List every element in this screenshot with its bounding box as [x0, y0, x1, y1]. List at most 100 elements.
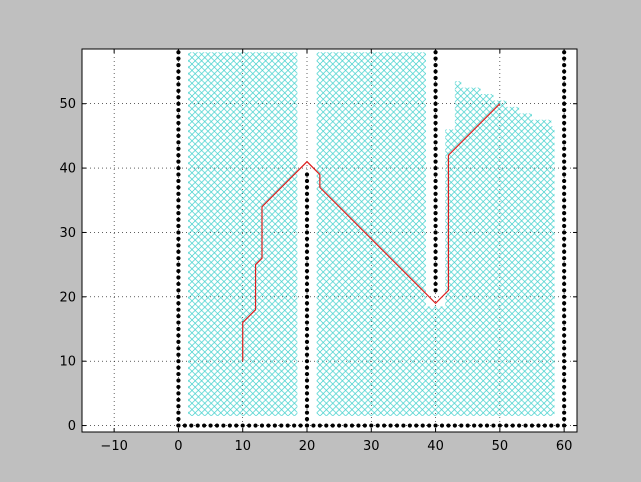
obstacle-point: [227, 423, 232, 428]
obstacle-point: [176, 140, 181, 145]
obstacle-point: [304, 307, 310, 312]
obstacle-points: [176, 50, 567, 428]
obstacle-point: [562, 204, 567, 209]
obstacle-point: [176, 133, 181, 138]
obstacle-point: [394, 423, 400, 428]
obstacle-point: [562, 159, 567, 164]
obstacle-point: [356, 423, 361, 428]
obstacle-point: [433, 178, 438, 184]
obstacle-point: [176, 88, 181, 93]
obstacle-point: [433, 204, 438, 209]
obstacle-point: [433, 191, 438, 196]
obstacle-point: [304, 204, 310, 209]
obstacle-point: [433, 146, 438, 151]
obstacle-point: [176, 249, 181, 254]
obstacle-point: [304, 423, 310, 428]
obstacle-point: [221, 423, 226, 428]
obstacle-point: [555, 423, 560, 428]
obstacle-point: [304, 404, 310, 409]
obstacle-point: [176, 165, 181, 171]
obstacle-point: [176, 146, 181, 151]
obstacle-point: [304, 230, 310, 235]
obstacle-point: [562, 146, 567, 151]
obstacle-point: [562, 384, 567, 390]
obstacle-point: [304, 352, 310, 357]
obstacle-point: [234, 423, 239, 428]
obstacle-point: [369, 423, 374, 428]
obstacle-point: [176, 294, 181, 299]
obstacle-point: [189, 423, 194, 428]
obstacle-point: [176, 108, 181, 113]
obstacle-point: [562, 140, 567, 145]
obstacle-point: [176, 288, 181, 293]
obstacle-point: [304, 243, 310, 248]
obstacle-point: [433, 127, 438, 132]
obstacle-point: [562, 417, 567, 422]
obstacle-point: [176, 120, 181, 126]
obstacle-point: [176, 301, 181, 306]
obstacle-point: [562, 153, 567, 158]
obstacle-point: [562, 230, 567, 235]
free-region: [316, 52, 426, 416]
obstacle-point: [176, 153, 181, 158]
obstacle-point: [259, 423, 265, 428]
obstacle-point: [176, 75, 181, 81]
obstacle-point: [562, 423, 567, 428]
path-line: [242, 103, 501, 362]
obstacle-point: [176, 352, 181, 357]
obstacle-point: [176, 281, 181, 287]
obstacle-point: [562, 108, 567, 113]
obstacle-point: [433, 62, 438, 68]
obstacle-point: [465, 423, 470, 428]
obstacle-point: [176, 204, 181, 209]
obstacle-point: [562, 56, 567, 61]
obstacle-point: [562, 133, 567, 138]
y-tick-label: 40: [59, 162, 76, 177]
obstacle-point: [562, 165, 567, 171]
obstacle-point: [176, 191, 181, 196]
obstacle-point: [433, 256, 438, 261]
obstacle-point: [433, 75, 438, 81]
obstacle-point: [562, 301, 567, 306]
obstacle-point: [478, 423, 483, 428]
y-tick-label: 50: [59, 97, 76, 112]
x-tick-label: 50: [492, 439, 509, 454]
obstacle-point: [176, 423, 181, 428]
obstacle-point: [176, 256, 181, 261]
x-tick-label: 10: [234, 439, 251, 454]
obstacle-point: [266, 423, 271, 428]
obstacle-point: [562, 191, 567, 196]
obstacle-point: [176, 314, 181, 319]
obstacle-point: [562, 114, 567, 119]
obstacle-point: [349, 423, 355, 428]
obstacle-point: [324, 423, 329, 428]
obstacle-point: [433, 268, 438, 274]
obstacle-point: [176, 417, 181, 422]
obstacle-point: [562, 359, 567, 364]
obstacle-point: [304, 397, 310, 402]
obstacle-point: [304, 191, 310, 196]
obstacle-point: [304, 384, 310, 390]
obstacle-point: [375, 423, 380, 428]
obstacle-point: [176, 217, 181, 222]
obstacle-point: [510, 423, 515, 428]
obstacle-point: [176, 159, 181, 164]
obstacle-point: [176, 95, 181, 100]
obstacle-point: [304, 294, 310, 299]
obstacle-point: [433, 159, 438, 164]
obstacle-point: [176, 397, 181, 402]
obstacle-point: [176, 339, 181, 344]
obstacle-point: [414, 423, 419, 428]
obstacle-point: [562, 288, 567, 293]
obstacle-point: [401, 423, 406, 428]
obstacle-point: [433, 249, 438, 254]
obstacle-point: [433, 185, 438, 190]
obstacle-point: [304, 268, 310, 274]
obstacle-point: [433, 275, 438, 280]
obstacle-point: [562, 223, 567, 229]
obstacle-point: [433, 262, 438, 267]
obstacle-point: [304, 178, 310, 184]
x-tick-label: 40: [427, 439, 444, 454]
obstacle-point: [459, 423, 464, 428]
obstacle-point: [176, 82, 181, 87]
